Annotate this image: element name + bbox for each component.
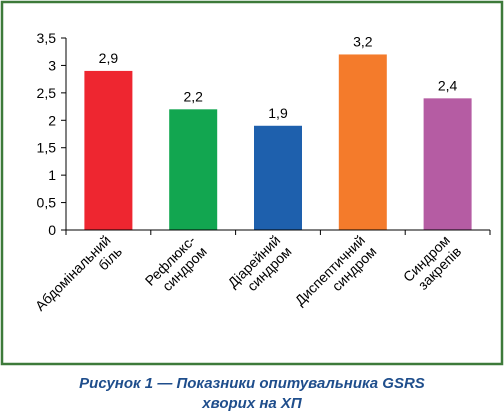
bar-value-label: 1,9: [268, 105, 288, 121]
y-tick-label: 3: [48, 57, 56, 73]
y-tick-label: 1: [48, 167, 56, 183]
y-tick-label: 1,5: [37, 140, 57, 156]
y-tick-label: 0: [48, 222, 56, 238]
y-tick-label: 2,5: [37, 85, 57, 101]
bar-value-label: 2,9: [99, 50, 119, 66]
bar-1: [84, 70, 133, 231]
bar-2: [169, 109, 218, 230]
bar-value-label: 2,4: [438, 77, 458, 93]
bar-value-label: 2,2: [183, 88, 203, 104]
bar-4: [338, 54, 387, 231]
axes-layer: [61, 37, 491, 235]
bar-3: [254, 125, 302, 230]
bar-value-label: 3,2: [353, 33, 373, 49]
figure-caption-line-2: хворих на ХП: [202, 395, 302, 412]
y-tick-label: 0,5: [37, 195, 57, 211]
figure-caption-line-1: Рисунок 1 — Показники опитувальника GSRS: [79, 375, 425, 392]
bar-5: [423, 98, 472, 230]
y-tick-label: 3,5: [37, 30, 57, 46]
bars-layer: [84, 54, 472, 231]
y-tick-label: 2: [48, 112, 56, 128]
